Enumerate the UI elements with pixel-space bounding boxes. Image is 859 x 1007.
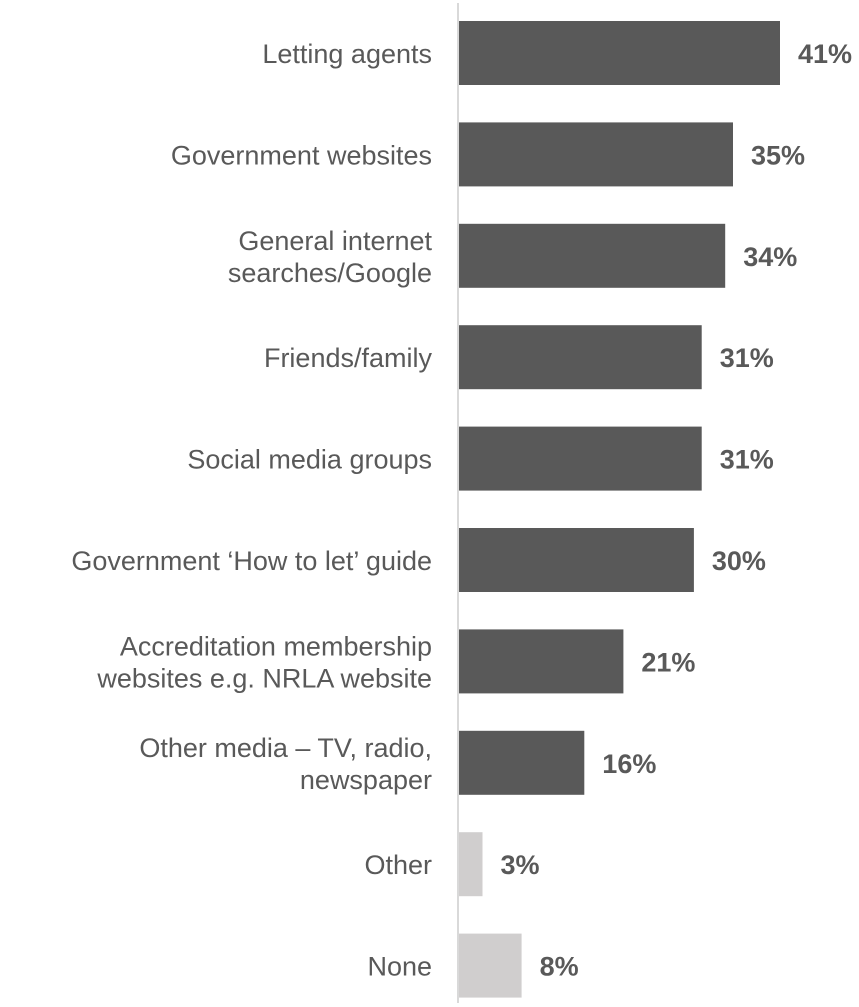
category-label: Other media – TV, radio, newspaper (139, 733, 432, 795)
bar (459, 21, 780, 85)
category-label: None (367, 952, 432, 982)
category-label: Government websites (171, 140, 432, 170)
bar (459, 933, 522, 998)
category-label-line: Friends/family (264, 343, 433, 373)
category-label-line: newspaper (300, 765, 432, 795)
value-label: 34% (743, 242, 797, 272)
category-label-line: Other media – TV, radio, (139, 733, 432, 763)
category-label-line: None (367, 952, 432, 982)
category-label-line: Government ‘How to let’ guide (71, 546, 432, 576)
value-label: 31% (720, 343, 774, 373)
bars-group (459, 21, 780, 998)
value-label: 31% (720, 445, 774, 475)
category-label-line: Other (364, 850, 432, 880)
value-label: 30% (712, 546, 766, 576)
value-label: 3% (501, 850, 540, 880)
bar (459, 223, 726, 288)
value-label: 21% (641, 647, 695, 677)
value-label: 8% (540, 952, 579, 982)
category-label-line: Accreditation membership (120, 631, 432, 661)
bar (459, 730, 585, 795)
category-label-line: Letting agents (262, 39, 432, 69)
bar (459, 528, 694, 592)
value-labels-group: 41% 35% 34% 31% 31% 30% 21% 16% 3% 8% (501, 39, 853, 982)
value-label: 16% (602, 749, 656, 779)
category-labels-group: Letting agents Government websites General… (71, 39, 432, 982)
bar (459, 629, 624, 694)
category-label: Other (364, 850, 432, 880)
bar (459, 426, 702, 491)
category-label-line: searches/Google (228, 258, 432, 288)
category-label: Friends/family (264, 343, 433, 373)
bar (459, 325, 702, 390)
bar (459, 832, 483, 897)
bar (459, 122, 733, 187)
category-label-line: General internet (238, 226, 432, 256)
category-label-line: websites e.g. NRLA website (96, 663, 432, 693)
category-label-line: Social media groups (187, 445, 432, 475)
category-label: Social media groups (187, 445, 432, 475)
category-label: Letting agents (262, 39, 432, 69)
value-label: 41% (798, 39, 852, 69)
category-label: Accreditation membership websites e.g. NR… (96, 631, 432, 693)
category-label: General internet searches/Google (228, 226, 433, 288)
category-label-line: Government websites (171, 140, 432, 170)
category-label: Government ‘How to let’ guide (71, 546, 432, 576)
value-label: 35% (751, 140, 805, 170)
